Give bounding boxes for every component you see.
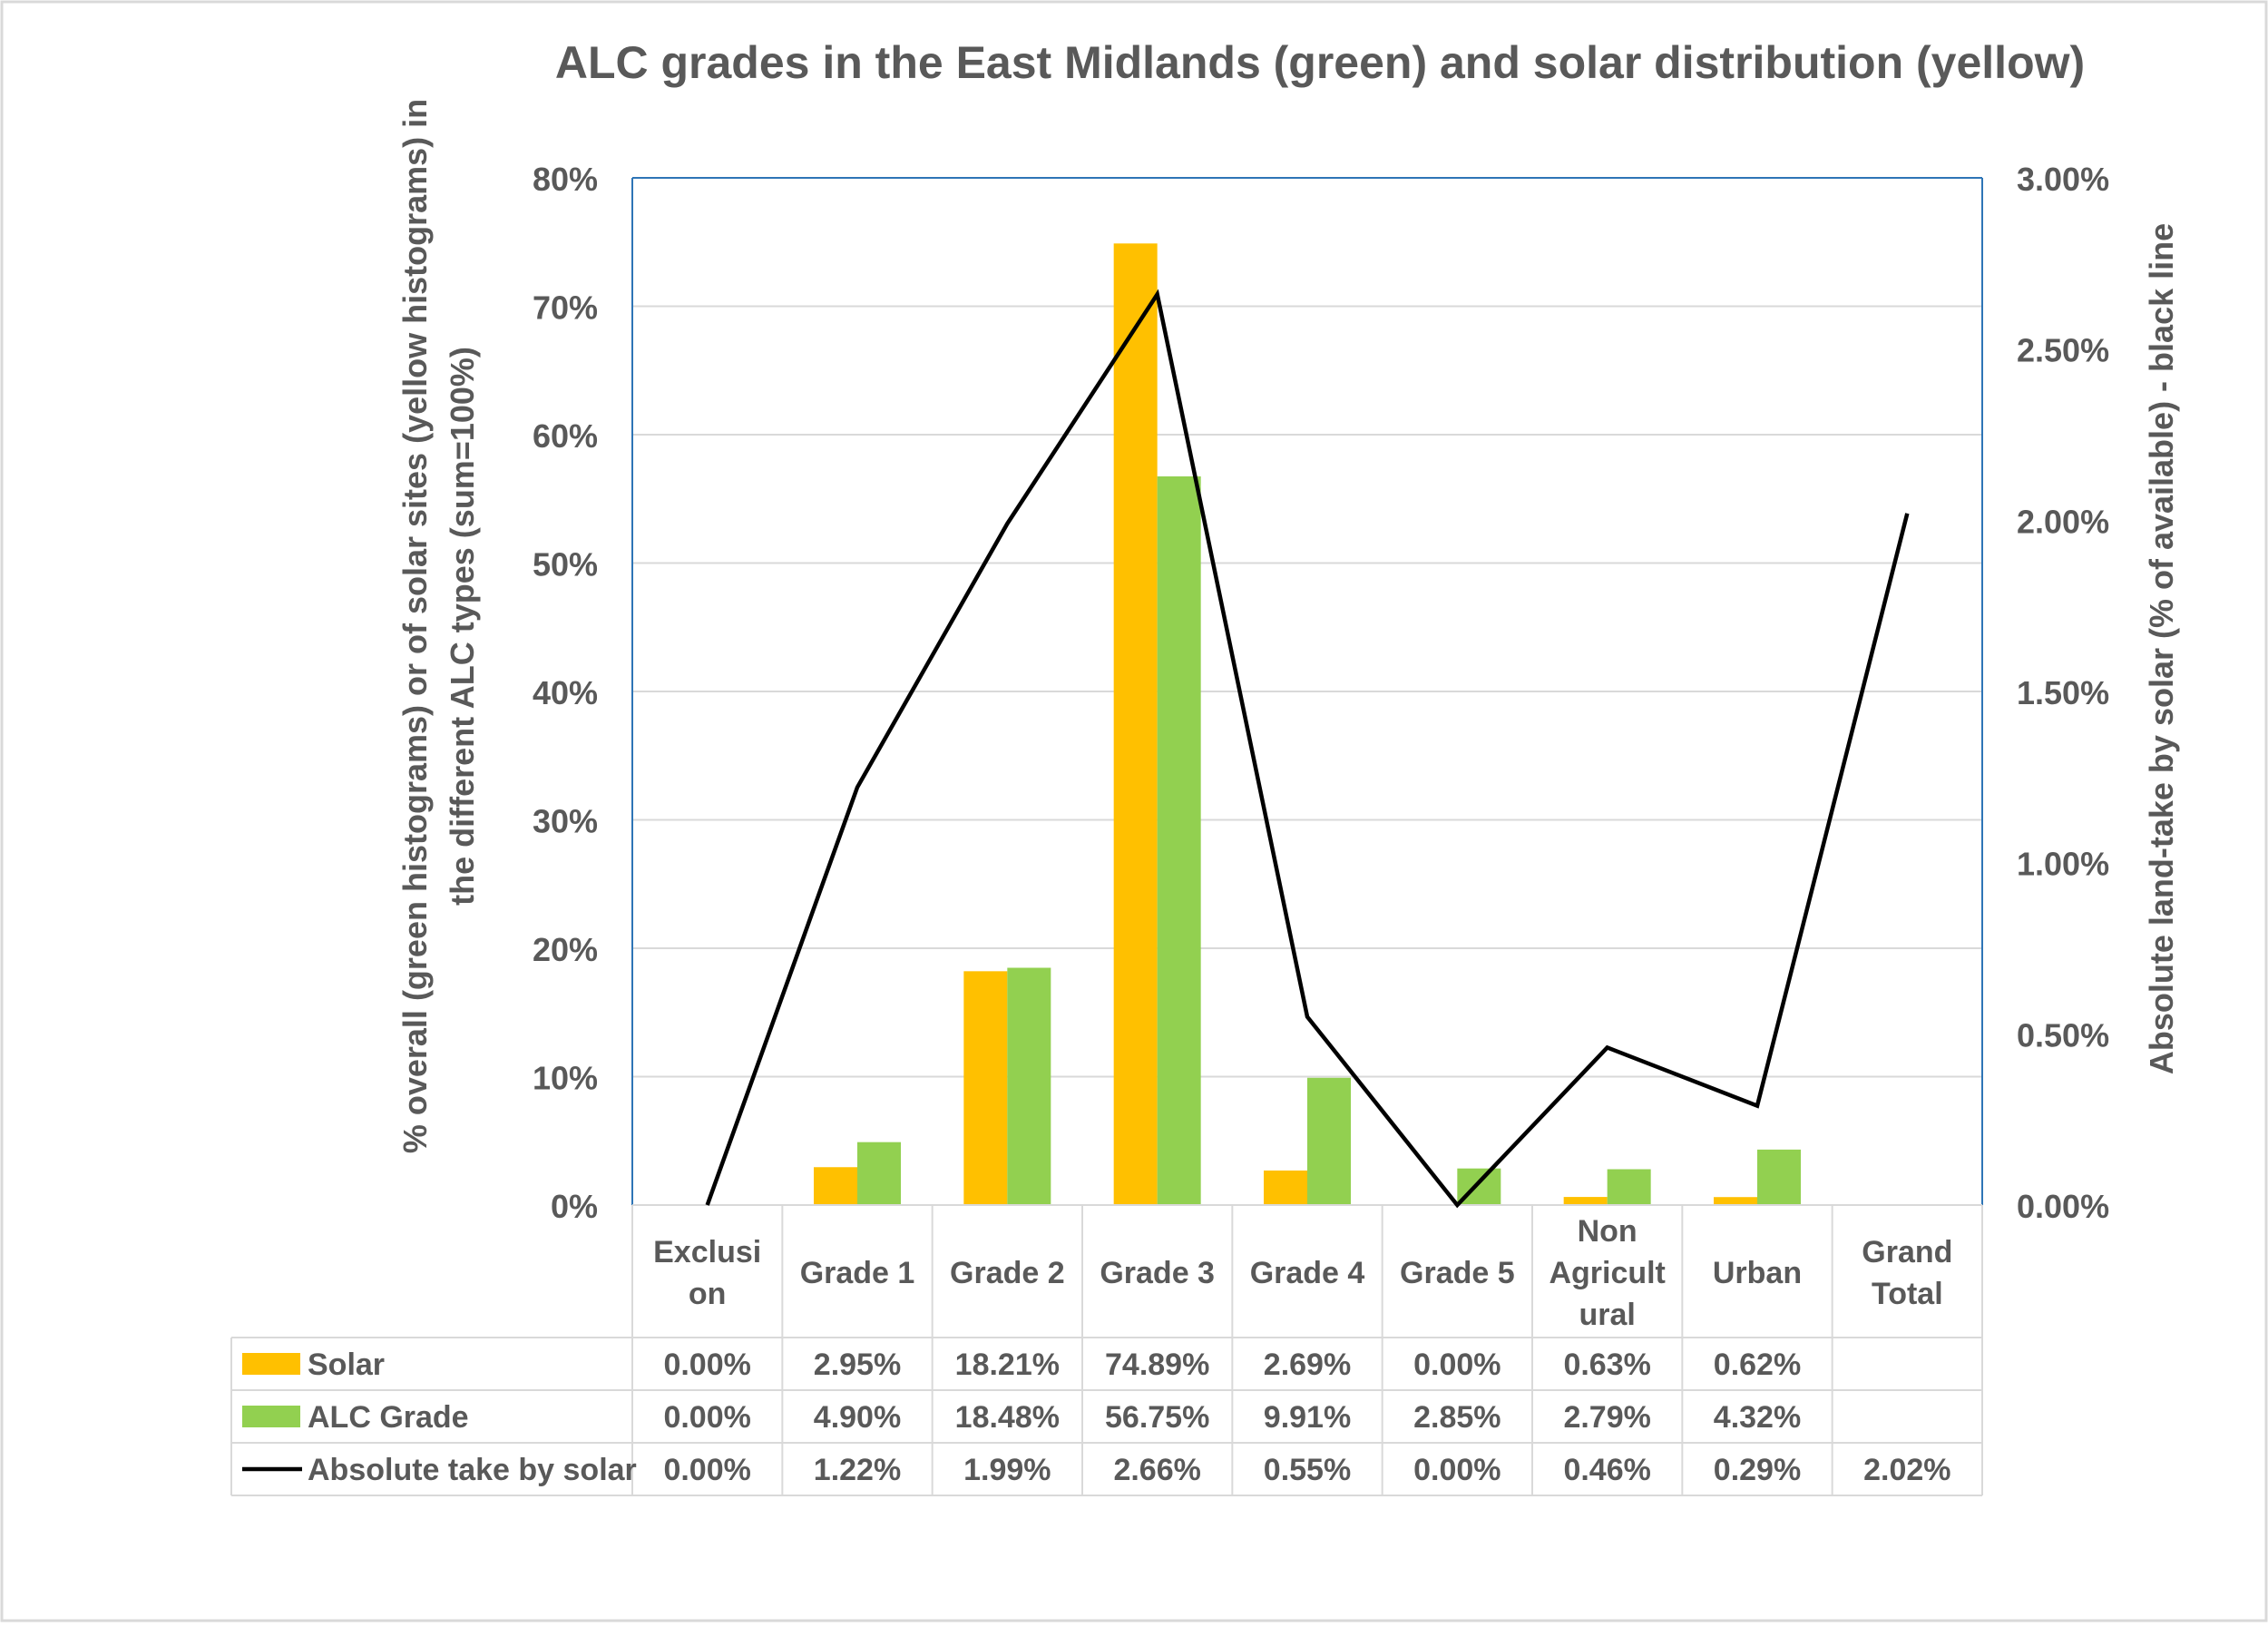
bar-solar [1114,243,1158,1205]
table-cell: 2.79% [1563,1400,1650,1435]
table-cell: 0.62% [1714,1348,1801,1382]
table-cell: 2.69% [1264,1348,1351,1382]
y2-axis-title: Absolute land-take by solar (% of availa… [2143,223,2180,1074]
y-tick-label: 80% [533,161,598,198]
table-cell: 4.90% [814,1400,901,1435]
y2-tick-label: 1.50% [2017,674,2109,711]
chart-title: ALC grades in the East Midlands (green) … [555,37,2085,88]
table-cell: 0.00% [663,1400,750,1435]
bar-solar [814,1167,857,1205]
x-tick-label: Grade 5 [1400,1256,1515,1290]
table-cell: 0.00% [1413,1348,1501,1382]
table-cell: 0.46% [1563,1453,1650,1487]
x-tick-label: Grade 2 [950,1256,1065,1290]
legend-label: Absolute take by solar [308,1453,637,1487]
y2-tick-label: 1.00% [2017,846,2109,883]
table-cell: 74.89% [1105,1348,1209,1382]
bar-solar [963,971,1007,1205]
y-tick-label: 0% [551,1188,598,1225]
bar-alc-grade [1007,968,1051,1205]
table-cell: 9.91% [1264,1400,1351,1435]
bar-solar [1264,1171,1307,1205]
bar-alc-grade [1307,1078,1351,1205]
x-tick-label: Grade 3 [1100,1256,1215,1290]
legend-label: ALC Grade [308,1400,469,1435]
table-cell: 2.85% [1413,1400,1501,1435]
table-cell: 2.66% [1113,1453,1200,1487]
table-cell: 2.02% [1863,1453,1950,1487]
table-cell: 4.32% [1714,1400,1801,1435]
table-cell: 56.75% [1105,1400,1209,1435]
y2-tick-label: 2.50% [2017,332,2109,369]
table-cell: 0.55% [1264,1453,1351,1487]
legend-label: Solar [308,1348,385,1382]
y-tick-label: 70% [533,289,598,327]
x-tick-label: Grade 1 [800,1256,915,1290]
y-tick-label: 20% [533,931,598,968]
x-tick-label: Grade 4 [1250,1256,1365,1290]
y2-tick-label: 2.00% [2017,503,2109,540]
x-tick-label: Urban [1713,1256,1802,1290]
y2-tick-label: 3.00% [2017,161,2109,198]
table-cell: 1.22% [814,1453,901,1487]
table-cell: 0.00% [1413,1453,1501,1487]
y-tick-label: 40% [533,674,598,711]
table-cell: 18.21% [955,1348,1060,1382]
bar-alc-grade [1757,1150,1801,1205]
bar-solar [1714,1197,1757,1205]
y-tick-label: 50% [533,546,598,583]
bar-alc-grade [1158,476,1201,1205]
y-tick-label: 10% [533,1060,598,1097]
bar-alc-grade [1608,1170,1651,1205]
table-cell: 1.99% [963,1453,1051,1487]
y2-tick-label: 0.50% [2017,1016,2109,1054]
table-cell: 0.63% [1563,1348,1650,1382]
y-tick-label: 60% [533,417,598,455]
table-cell: 18.48% [955,1400,1060,1435]
table-cell: 0.00% [663,1453,750,1487]
legend-swatch [242,1406,300,1427]
bar-alc-grade [857,1142,901,1205]
y2-tick-label: 0.00% [2017,1188,2109,1225]
table-cell: 0.00% [663,1348,750,1382]
bar-solar [1564,1197,1608,1205]
legend-swatch [242,1353,300,1375]
table-cell: 0.29% [1714,1453,1801,1487]
table-cell: 2.95% [814,1348,901,1382]
y-tick-label: 30% [533,803,598,840]
